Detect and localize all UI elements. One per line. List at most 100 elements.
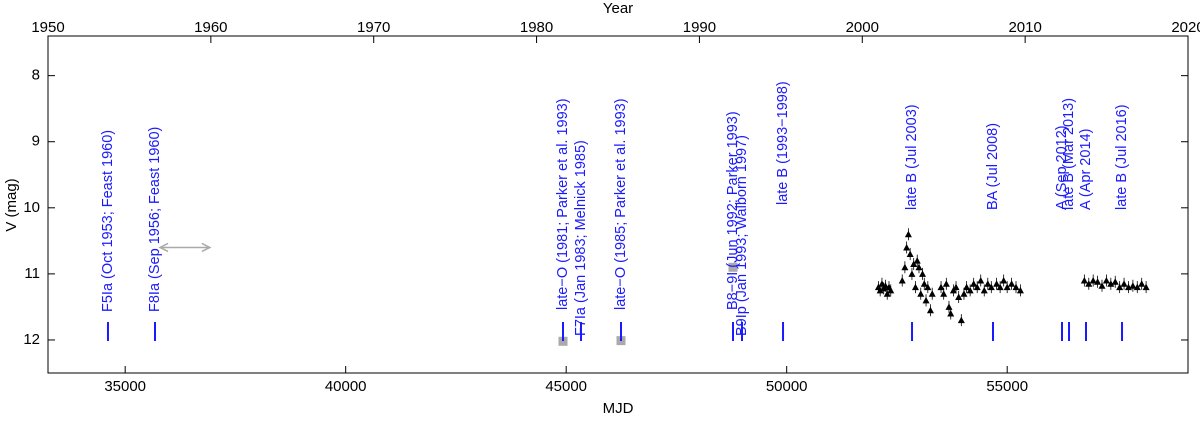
data-point <box>966 286 974 294</box>
data-point <box>908 270 916 277</box>
x2-tick-label: 2020 <box>1171 19 1200 36</box>
annotation-label: late B (Jul 2016) <box>1114 104 1130 210</box>
data-point <box>1102 276 1110 284</box>
x-axis-label: MJD <box>603 400 634 417</box>
y-tick-label: 8 <box>32 67 40 84</box>
data-point <box>904 230 912 238</box>
data-point <box>898 276 906 284</box>
data-point <box>937 283 945 291</box>
data-point <box>1085 280 1093 287</box>
data-point <box>917 290 925 297</box>
x2-tick-label: 1990 <box>683 19 716 36</box>
data-point <box>945 303 953 310</box>
data-point <box>1094 278 1102 285</box>
data-point <box>1012 283 1020 291</box>
data-point <box>980 286 988 294</box>
plot-frame <box>47 35 1189 374</box>
data-point <box>876 286 884 294</box>
data-point <box>960 290 968 297</box>
data-point <box>728 262 738 272</box>
data-point <box>1016 286 1024 294</box>
data-point <box>940 290 948 297</box>
data-point <box>942 280 950 287</box>
arrow-head <box>158 242 212 253</box>
data-point <box>984 280 992 287</box>
data-point <box>1133 283 1141 291</box>
data-point <box>1116 283 1124 291</box>
x2-tick-label: 1970 <box>357 19 390 36</box>
data-point <box>910 260 918 267</box>
data-point <box>1089 276 1097 284</box>
x-tick-label: 55000 <box>986 378 1028 395</box>
annotation-label: F5Ia (Oct 1953; Feast 1960) <box>100 130 116 312</box>
annotation-label: late−O (1981; Parker et al. 1993) <box>555 98 571 310</box>
data-point <box>911 283 919 291</box>
data-point <box>1107 280 1115 287</box>
data-point <box>1120 280 1128 287</box>
data-point <box>955 293 963 301</box>
y-axis-label: V (mag) <box>3 178 20 231</box>
x-tick-label: 50000 <box>766 378 808 395</box>
x2-axis-label: Year <box>603 0 633 17</box>
data-point <box>1003 283 1011 291</box>
y-tick-label: 10 <box>23 199 40 216</box>
x2-tick-label: 1950 <box>31 19 64 36</box>
data-point <box>1111 278 1119 285</box>
y-tick-label: 11 <box>24 265 40 282</box>
data-point <box>1142 283 1150 291</box>
data-point <box>973 283 981 291</box>
data-point <box>901 263 909 271</box>
data-point <box>928 290 936 297</box>
data-point <box>996 283 1004 291</box>
x-tick-label: 35000 <box>104 378 146 395</box>
annotation-label: B8−9I (Jun 1992; Parker 1993) <box>725 111 741 310</box>
data-point <box>987 283 995 291</box>
data-point <box>1098 282 1106 289</box>
x2-tick-label: 2000 <box>846 19 879 36</box>
data-point <box>922 296 930 304</box>
data-point <box>919 270 927 277</box>
data-point <box>924 283 932 291</box>
data-point <box>1129 282 1137 289</box>
annotation-label: B9Ip (Jan 1993; Walborn 1997) <box>734 135 750 336</box>
data-point <box>906 250 914 258</box>
y-tick-label: 9 <box>32 133 40 150</box>
data-point <box>558 336 568 346</box>
x-tick-label: 45000 <box>545 378 587 395</box>
annotation-label: late−O (1985; Parker et al. 1993) <box>613 98 629 310</box>
data-point <box>1138 280 1146 287</box>
data-point <box>993 280 1001 287</box>
data-point <box>903 243 911 251</box>
data-point <box>1080 276 1088 284</box>
data-point <box>952 283 960 291</box>
data-point <box>957 316 965 324</box>
data-point <box>926 306 934 314</box>
annotation-label: A (Sep 2012) <box>1054 125 1070 210</box>
annotation-label: BA (Jul 2008) <box>985 123 1001 210</box>
x2-tick-label: 1980 <box>520 19 553 36</box>
annotation-label: F7Ia (Jan 1983; Melnick 1985) <box>573 140 589 336</box>
data-point <box>970 280 978 287</box>
data-point <box>915 263 923 271</box>
data-point <box>949 286 957 294</box>
data-point <box>887 286 895 294</box>
annotation-label: A (Apr 2014) <box>1078 129 1094 210</box>
x2-tick-label: 1960 <box>194 19 227 36</box>
data-point <box>913 257 921 264</box>
data-point <box>963 283 971 291</box>
data-point <box>977 276 985 284</box>
annotation-label: late B (Jul 2003) <box>904 104 920 210</box>
data-point <box>883 290 891 297</box>
annotation-label: late B (1993−1998) <box>775 81 791 205</box>
data-point <box>1000 276 1008 284</box>
y-tick-label: 12 <box>23 331 40 348</box>
x2-tick-label: 2010 <box>1008 19 1041 36</box>
data-point <box>920 280 928 287</box>
data-point <box>1008 280 1016 287</box>
annotation-label: F8Ia (Sep 1956; Feast 1960) <box>147 127 163 312</box>
annotation-label: late B (Mar 2013) <box>1061 98 1077 210</box>
data-point <box>947 310 955 317</box>
x-tick-label: 40000 <box>325 378 367 395</box>
